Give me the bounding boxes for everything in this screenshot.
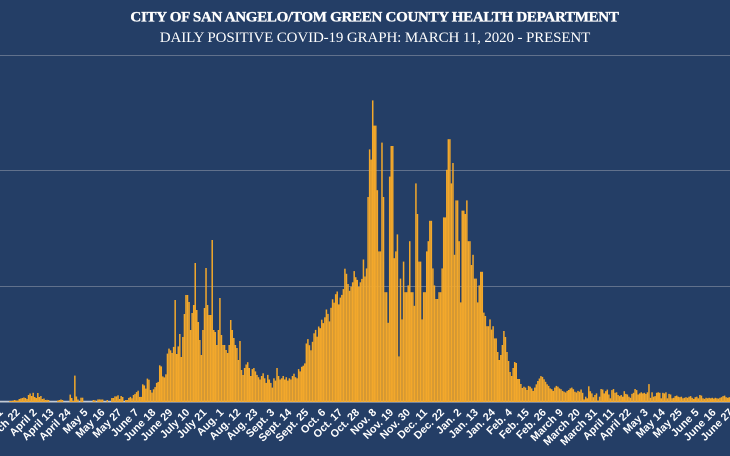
svg-text:DAILY POSITIVE COVID-19 GRAPH:: DAILY POSITIVE COVID-19 GRAPH: MARCH 11,… [160, 30, 590, 46]
svg-text:CITY OF SAN ANGELO/TOM GREEN C: CITY OF SAN ANGELO/TOM GREEN COUNTY HEAL… [130, 10, 618, 26]
